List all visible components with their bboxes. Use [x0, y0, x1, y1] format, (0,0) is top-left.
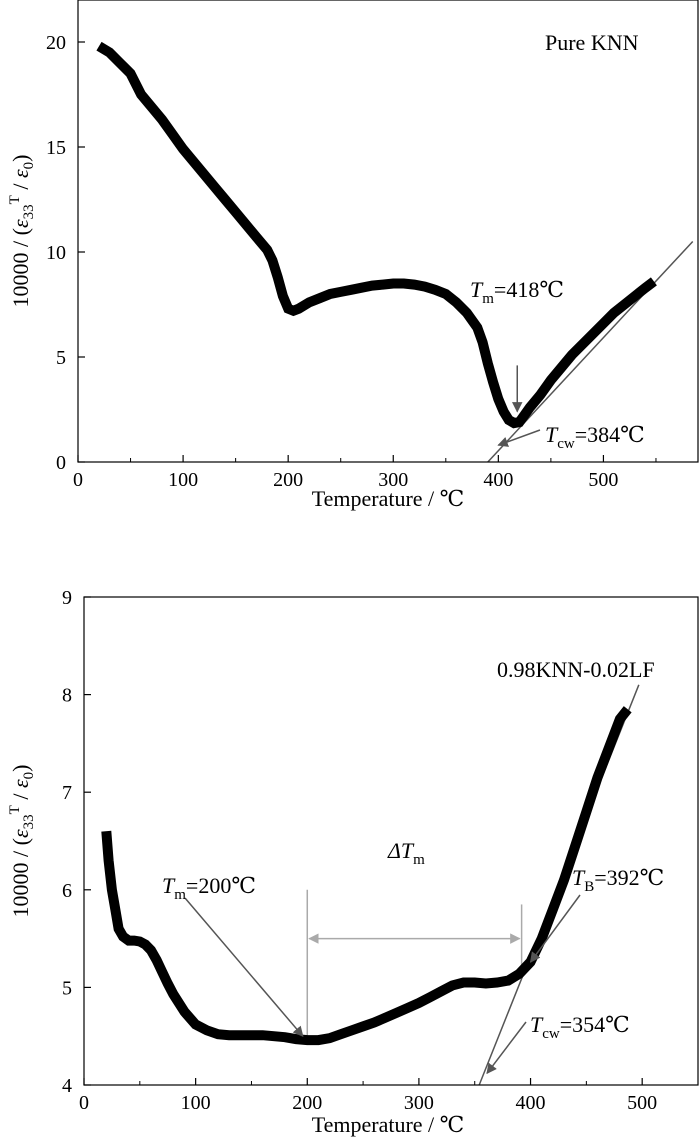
tick-marks [77, 41, 657, 463]
x-tick-label: 400 [516, 1092, 546, 1114]
y-tick-label: 5 [62, 977, 72, 999]
x-tick-label: 0 [79, 1092, 89, 1114]
tm-arrow [184, 897, 304, 1037]
y-tick-label: 9 [62, 587, 72, 609]
x-tick-label: 200 [273, 469, 303, 491]
x-tick-label: 0 [73, 469, 83, 491]
x-tick-label: 500 [588, 469, 618, 491]
tcw-arrow [497, 429, 541, 447]
x-tick-label: 400 [483, 469, 513, 491]
tick-marks [83, 596, 643, 1086]
x-tick-label: 100 [168, 469, 198, 491]
x-tick-label: 300 [404, 1092, 434, 1114]
chart-title: 0.98KNN-0.02LF [497, 657, 655, 682]
tcw-arrow [486, 1021, 527, 1075]
tm-label: Tm=418℃ [470, 277, 564, 307]
y-tick-label: 7 [62, 782, 72, 804]
x-axis-title: Temperature / ℃ [312, 486, 465, 511]
data-curve [96, 41, 657, 429]
x-axis-title: Temperature / ℃ [312, 1112, 465, 1137]
y-axis-title: 10000 / (ε33T / ε0) [7, 155, 37, 308]
x-tick-label: 100 [181, 1092, 211, 1114]
plot-frame [83, 596, 699, 1086]
tick-labels: 0 100 200 300 400 500 4 5 6 7 8 9 [62, 587, 657, 1114]
chart-pure-knn: 0 100 200 300 400 500 0 5 10 15 20 Pure KNN Tm=418… [7, 0, 699, 511]
chart-title: Pure KNN [545, 30, 639, 55]
y-tick-label: 20 [46, 32, 66, 54]
y-tick-label: 4 [62, 1075, 72, 1097]
tm-label: Tm=200℃ [162, 873, 256, 903]
y-tick-label: 15 [46, 137, 66, 159]
tb-label: TB=392℃ [572, 865, 664, 895]
y-tick-label: 5 [56, 347, 66, 369]
x-tick-label: 300 [378, 469, 408, 491]
chart-knn-lf: 0 100 200 300 400 500 4 5 6 7 8 9 0.98KNN-0.02LF ΔT… [7, 587, 699, 1137]
delta-tm-label: ΔTm [387, 838, 425, 868]
y-axis-title: 10000 / (ε33T / ε0) [7, 765, 37, 918]
x-tick-label: 500 [627, 1092, 657, 1114]
x-tick-label: 200 [292, 1092, 322, 1114]
tick-labels: 0 100 200 300 400 500 0 5 10 15 20 [46, 32, 618, 491]
tcw-label: Tcw=384℃ [545, 422, 645, 452]
y-tick-label: 0 [56, 452, 66, 474]
y-tick-label: 8 [62, 685, 72, 707]
plot-frame [77, 0, 699, 463]
y-tick-label: 10 [46, 242, 66, 264]
tcw-label: Tcw=354℃ [530, 1012, 630, 1042]
tb-arrow [529, 894, 581, 963]
y-tick-label: 6 [62, 880, 72, 902]
data-curve [101, 706, 632, 1046]
